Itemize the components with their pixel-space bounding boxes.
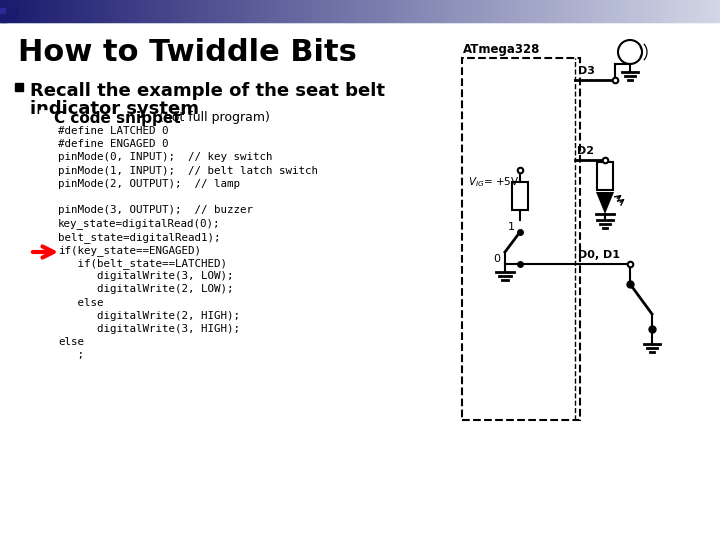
Text: belt_state=digitalRead1);: belt_state=digitalRead1); [58, 232, 220, 242]
Text: pinMode(3, OUTPUT);  // buzzer: pinMode(3, OUTPUT); // buzzer [58, 205, 253, 215]
Text: D3: D3 [578, 66, 595, 76]
Text: key_state=digitalRead(0);: key_state=digitalRead(0); [58, 218, 220, 230]
Text: indicator system: indicator system [30, 100, 199, 118]
Text: pinMode(0, INPUT);  // key switch: pinMode(0, INPUT); // key switch [58, 152, 272, 163]
Bar [0, 15, 7, 22]
Text: 0: 0 [493, 254, 500, 264]
Text: else: else [58, 298, 104, 308]
Text: ;: ; [58, 350, 84, 360]
Polygon shape [596, 192, 614, 214]
Text: if(belt_state==LATCHED): if(belt_state==LATCHED) [58, 258, 227, 269]
Text: How to Twiddle Bits: How to Twiddle Bits [18, 38, 357, 67]
Bar [512, 182, 528, 210]
Bar [40, 111, 48, 119]
Text: #define ENGAGED 0: #define ENGAGED 0 [58, 139, 168, 149]
Text: else: else [58, 337, 84, 347]
Bar [462, 58, 580, 420]
Text: D2: D2 [577, 146, 594, 156]
Text: $V_{IG}$= +5V: $V_{IG}$= +5V [468, 175, 519, 189]
Text: digitalWrite(3, HIGH);: digitalWrite(3, HIGH); [58, 324, 240, 334]
Bar [9, 9, 17, 19]
Text: D0, D1: D0, D1 [578, 250, 620, 260]
Text: pinMode(1, INPUT);  // belt latch switch: pinMode(1, INPUT); // belt latch switch [58, 166, 318, 176]
Text: (not full program): (not full program) [155, 111, 270, 124]
Bar [597, 162, 613, 190]
Text: pinMode(2, OUTPUT);  // lamp: pinMode(2, OUTPUT); // lamp [58, 179, 240, 189]
Text: Recall the example of the seat belt: Recall the example of the seat belt [30, 82, 385, 100]
Text: #define LATCHED 0: #define LATCHED 0 [58, 126, 168, 136]
Text: C code snippet: C code snippet [54, 111, 181, 126]
Text: if(key_state==ENGAGED): if(key_state==ENGAGED) [58, 245, 201, 256]
Text: digitalWrite(2, LOW);: digitalWrite(2, LOW); [58, 285, 233, 294]
Bar [0, 8, 5, 13]
Text: 1: 1 [508, 222, 515, 232]
Text: digitalWrite(3, LOW);: digitalWrite(3, LOW); [58, 271, 233, 281]
Text: digitalWrite(2, HIGH);: digitalWrite(2, HIGH); [58, 311, 240, 321]
Text: ATmega328: ATmega328 [463, 43, 541, 56]
Bar [15, 83, 23, 91]
